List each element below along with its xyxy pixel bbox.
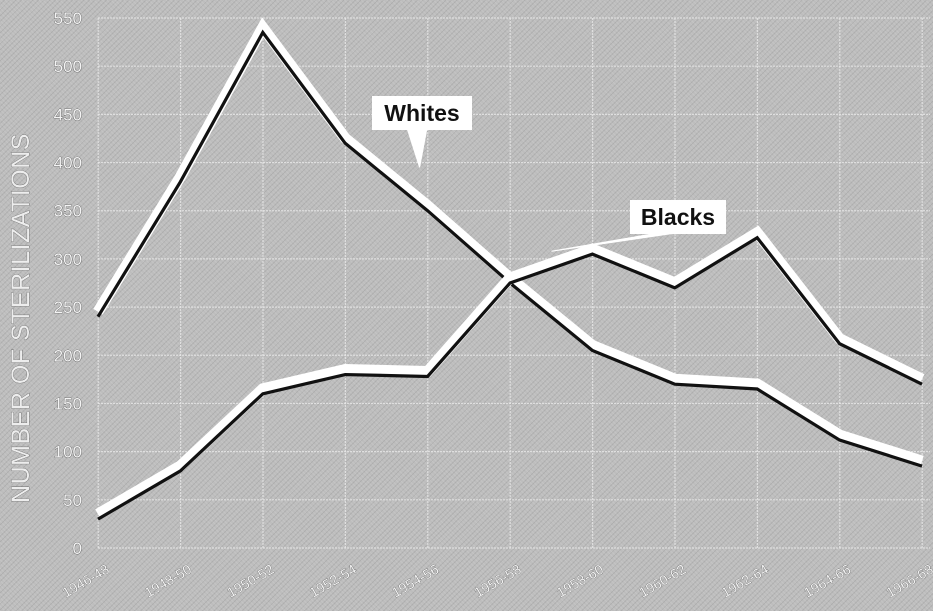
y-tick-label: 200 — [54, 346, 82, 365]
x-tick-label: 1946-48 — [59, 561, 112, 601]
x-tick-label: 1962-64 — [718, 561, 771, 601]
callout-box-blacks — [630, 200, 726, 234]
x-tick-label: 1954-56 — [389, 561, 442, 601]
x-tick-label: 1952-54 — [306, 561, 359, 601]
x-tick-label: 1964-66 — [801, 561, 854, 601]
callout-pointer-blacks — [551, 231, 683, 252]
x-tick-label: 1960-62 — [636, 561, 689, 601]
callout-pointer-whites — [406, 127, 428, 168]
y-tick-label: 150 — [54, 394, 82, 413]
y-tick-label: 400 — [54, 154, 82, 173]
y-tick-label: 450 — [54, 105, 82, 124]
y-axis-label: NUMBER OF STERILIZATIONS — [7, 133, 35, 503]
y-tick-label: 350 — [54, 202, 82, 221]
x-axis: 1946-48 1948-50 1950-52 1952-54 1954-56 1956-… — [59, 561, 933, 601]
x-tick-label: 1966-68 — [883, 561, 933, 601]
series-label-whites: Whites — [384, 100, 459, 126]
y-tick-label: 500 — [54, 57, 82, 76]
y-tick-label: 50 — [63, 491, 82, 510]
x-tick-label: 1950-52 — [224, 561, 277, 601]
y-tick-label: 550 — [54, 9, 82, 28]
x-tick-label: 1958-60 — [554, 561, 607, 601]
series-halo-blacks — [95, 225, 925, 519]
callout-box-whites — [372, 96, 472, 130]
y-tick-label: 250 — [54, 298, 82, 317]
y-tick-label: 0 — [73, 539, 82, 558]
callout-blacks: Blacks — [551, 200, 726, 252]
series-lines — [93, 17, 925, 521]
y-tick-label: 100 — [54, 443, 82, 462]
x-tick-label: 1948-50 — [142, 561, 195, 601]
y-tick-label: 300 — [54, 250, 82, 269]
x-tick-label: 1956-58 — [471, 561, 524, 601]
series-callouts: Whites Blacks — [372, 96, 726, 252]
series-label-blacks: Blacks — [641, 204, 715, 230]
series-line-blacks — [97, 235, 923, 521]
y-axis: 0 50 100 150 200 250 300 350 400 450 500 550 — [53, 9, 82, 559]
callout-whites: Whites — [372, 96, 472, 168]
